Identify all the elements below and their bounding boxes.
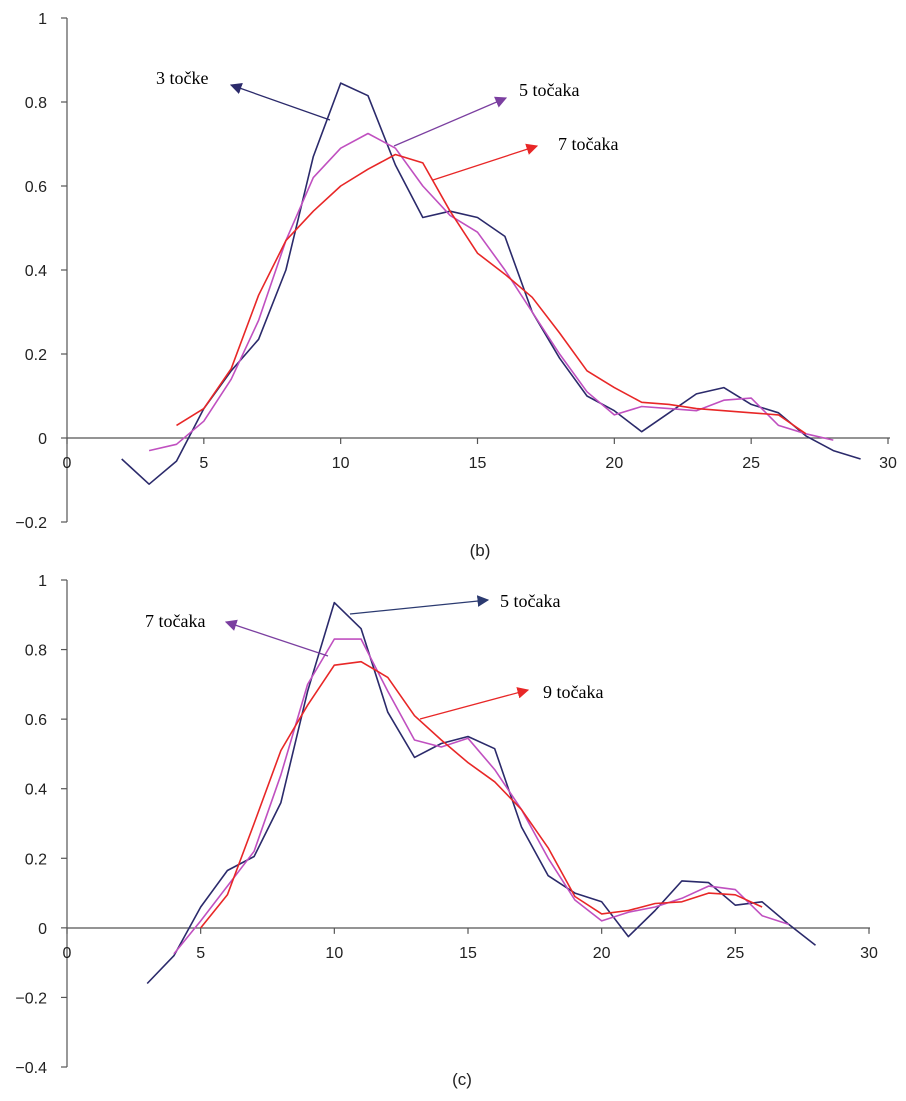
y-tick-label: 0.6 (25, 712, 47, 729)
annotation-label-5-tocaka: 5 točaka (500, 591, 560, 611)
x-tick-label: 5 (196, 945, 205, 962)
series-line-3-točke (121, 82, 861, 486)
annotation-label-3-tocke: 3 točke (156, 68, 208, 88)
y-tick-label: 0.4 (25, 782, 47, 799)
x-tick-label: 30 (879, 455, 897, 472)
annotation-arrow-7-tocaka (432, 143, 539, 181)
series-line-7-točaka (176, 153, 807, 435)
y-tick-label: 0.6 (25, 179, 47, 196)
annotation-label-7-tocaka: 7 točaka (145, 611, 205, 631)
series-line-5-točaka (148, 132, 834, 452)
x-tick-label: 10 (332, 455, 350, 472)
chart-panel-c: 0 5 10 15 20 25 30 −0.4 −0.2 0 0.2 0.4 0.6 0.8 1 5 toč… (15, 573, 878, 1089)
series-lines (146, 601, 816, 985)
y-tick-label: 1 (38, 11, 47, 28)
panel-caption-c: (c) (452, 1070, 472, 1089)
series-line-9-točaka (200, 660, 763, 929)
axis-ticks: 0 5 10 15 20 25 30 −0.2 0 0.2 0.4 0.6 0.8 1 (15, 11, 897, 532)
annotation-arrow-9-tocaka (419, 687, 530, 720)
x-tick-label: 15 (459, 945, 477, 962)
x-tick-label: 15 (469, 455, 487, 472)
y-tick-label: −0.4 (15, 1060, 47, 1077)
x-tick-label: 10 (325, 945, 343, 962)
y-tick-label: 1 (38, 573, 47, 590)
y-tick-label: 0.2 (25, 347, 47, 364)
annotation-label-5-tocaka: 5 točaka (519, 80, 579, 100)
y-tick-label: 0.2 (25, 851, 47, 868)
annotation-label-9-tocaka: 9 točaka (543, 682, 603, 702)
series-line-5-točaka (146, 601, 816, 985)
x-tick-label: 25 (726, 945, 744, 962)
x-tick-label: 0 (63, 455, 72, 472)
y-tick-label: 0.4 (25, 263, 47, 280)
x-tick-label: 5 (199, 455, 208, 472)
x-tick-label: 20 (593, 945, 611, 962)
x-tick-label: 20 (605, 455, 623, 472)
series-lines (121, 82, 861, 486)
annotation-arrow-5-tocaka (393, 96, 508, 147)
panel-caption-b: (b) (470, 541, 491, 560)
annotation-arrow-3-tocke (229, 82, 331, 121)
chart-panel-b: 0 5 10 15 20 25 30 −0.2 0 0.2 0.4 0.6 0.8 1 3 točke 5… (15, 11, 897, 560)
x-tick-label: 30 (860, 945, 878, 962)
axis-ticks: 0 5 10 15 20 25 30 −0.4 −0.2 0 0.2 0.4 0.6 0.8 1 (15, 573, 878, 1077)
y-tick-label: 0 (38, 921, 47, 938)
series-line-7-točaka (173, 638, 790, 955)
y-tick-label: −0.2 (15, 515, 47, 532)
y-tick-label: 0.8 (25, 95, 47, 112)
annotation-label-7-tocaka: 7 točaka (558, 134, 618, 154)
y-tick-label: −0.2 (15, 990, 47, 1007)
x-tick-label: 25 (742, 455, 760, 472)
annotation-arrow-7-tocaka (224, 619, 329, 657)
annotation-arrow-5-tocaka (349, 595, 490, 615)
x-tick-label: 0 (63, 945, 72, 962)
y-tick-label: 0.8 (25, 643, 47, 660)
y-tick-label: 0 (38, 431, 47, 448)
